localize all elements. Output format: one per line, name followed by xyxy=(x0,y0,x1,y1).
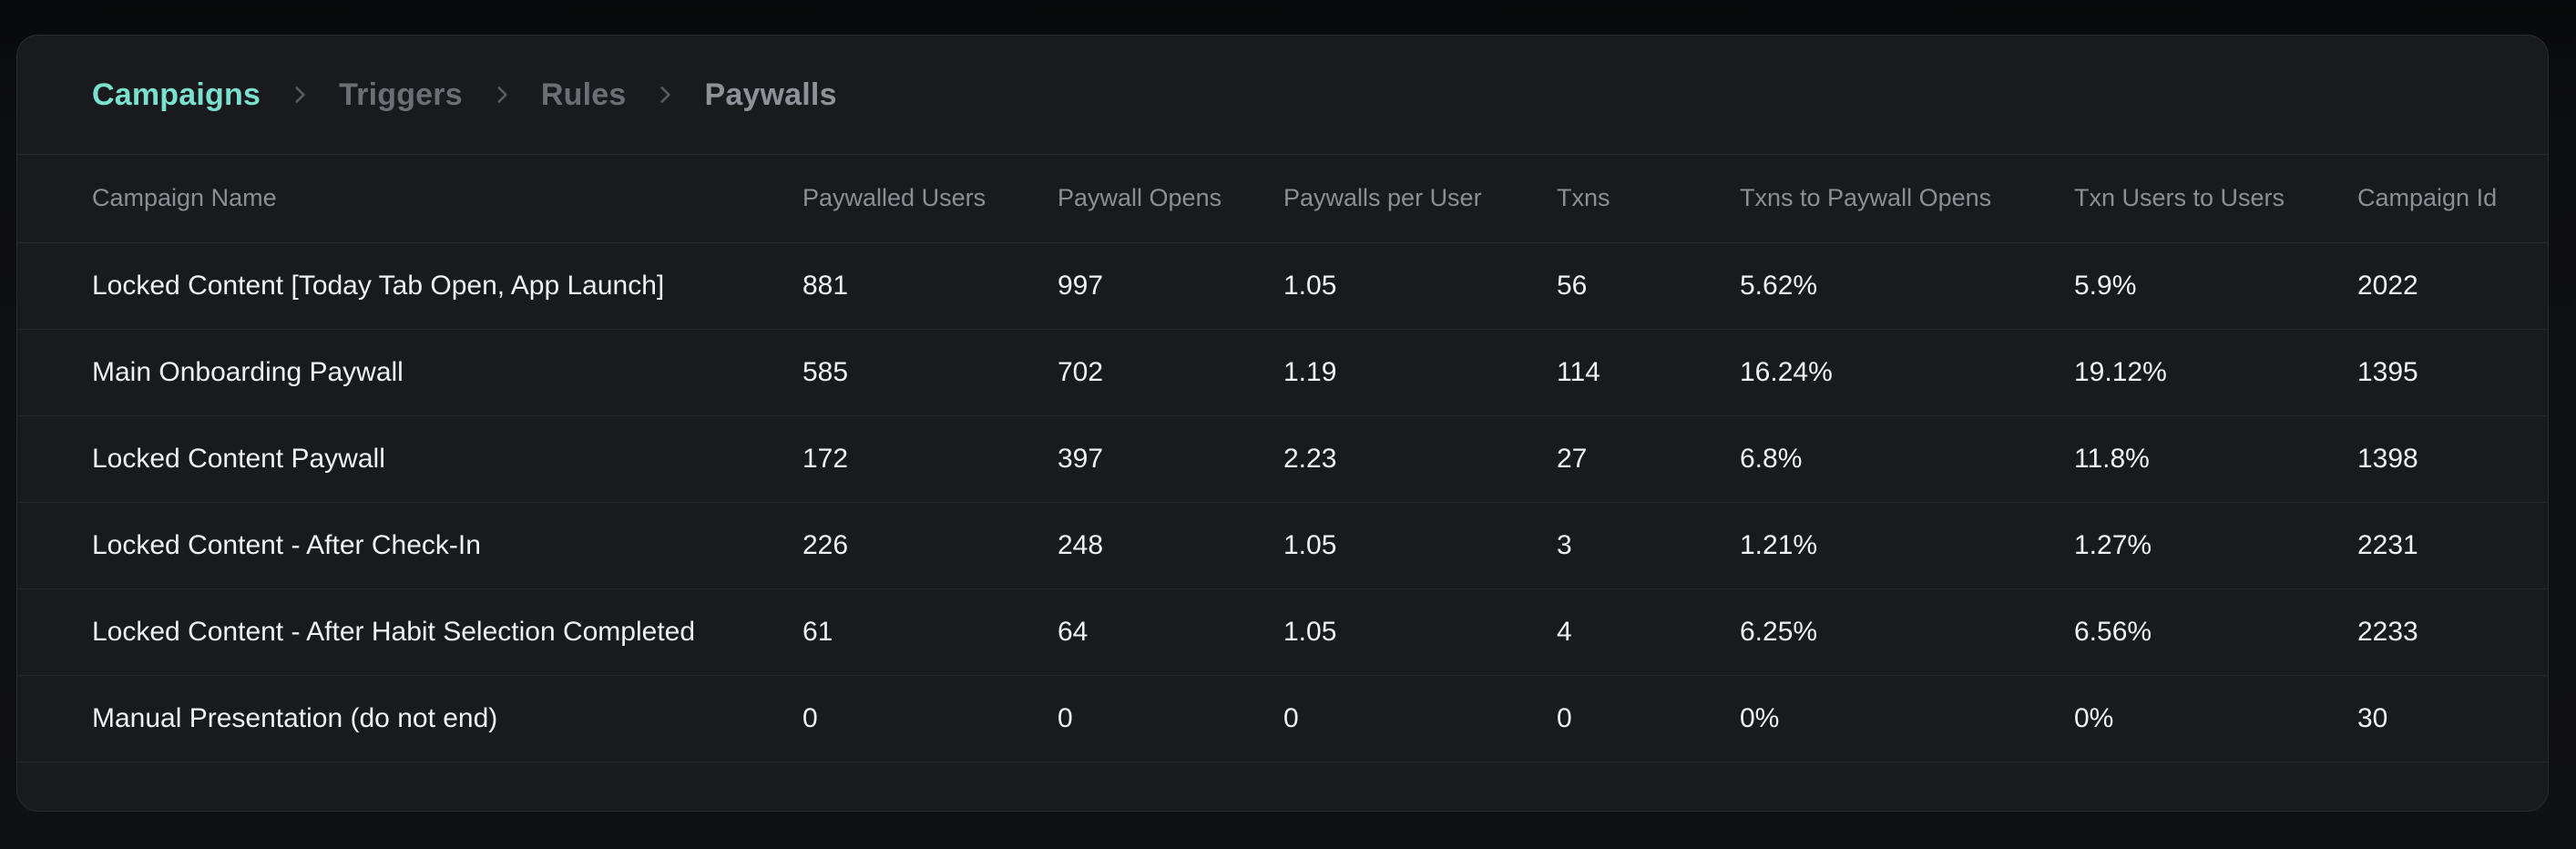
cell-paywalls-per-user: 1.05 xyxy=(1283,588,1557,676)
cell-campaign-id: 2231 xyxy=(2357,502,2548,589)
cell-paywall-opens: 64 xyxy=(1058,588,1283,676)
cell-txns: 56 xyxy=(1557,242,1740,330)
campaign-metrics-table: Campaign Name Paywalled Users Paywall Open… xyxy=(17,155,2548,762)
cell-txns: 114 xyxy=(1557,329,1740,416)
table-row[interactable]: Locked Content - After Habit Selection C… xyxy=(17,588,2548,676)
cell-campaign-id: 2233 xyxy=(2357,588,2548,676)
column-header-paywalls-per-user: Paywalls per User xyxy=(1283,155,1557,243)
column-header-txn-users-to-users: Txn Users to Users xyxy=(2074,155,2357,243)
cell-campaign-id: 2022 xyxy=(2357,242,2548,330)
cell-paywall-opens: 702 xyxy=(1058,329,1283,416)
cell-txns-to-paywall-opens: 1.21% xyxy=(1740,502,2074,589)
cell-txns: 4 xyxy=(1557,588,1740,676)
breadcrumb: Campaigns Triggers Rules Paywalls xyxy=(17,36,2548,155)
breadcrumb-item-paywalls[interactable]: Paywalls xyxy=(704,77,837,112)
column-header-paywall-opens: Paywall Opens xyxy=(1058,155,1283,243)
cell-paywalled-users: 226 xyxy=(802,502,1058,589)
cell-txn-users-to-users: 6.56% xyxy=(2074,588,2357,676)
cell-paywall-opens: 997 xyxy=(1058,242,1283,330)
table-header: Campaign Name Paywalled Users Paywall Open… xyxy=(17,155,2548,243)
table-row[interactable]: Main Onboarding Paywall 585 702 1.19 114 16.2… xyxy=(17,329,2548,416)
cell-txns: 27 xyxy=(1557,415,1740,503)
chevron-right-icon xyxy=(288,83,312,107)
table-row[interactable]: Locked Content [Today Tab Open, App Laun… xyxy=(17,242,2548,330)
chevron-right-icon xyxy=(653,83,677,107)
cell-campaign-name: Main Onboarding Paywall xyxy=(17,329,802,416)
cell-campaign-id: 1395 xyxy=(2357,329,2548,416)
cell-paywall-opens: 397 xyxy=(1058,415,1283,503)
cell-paywalled-users: 61 xyxy=(802,588,1058,676)
table-body: Locked Content [Today Tab Open, App Laun… xyxy=(17,242,2548,762)
column-header-paywalled-users: Paywalled Users xyxy=(802,155,1058,243)
cell-campaign-id: 1398 xyxy=(2357,415,2548,503)
cell-paywalled-users: 881 xyxy=(802,242,1058,330)
table-row[interactable]: Locked Content Paywall 172 397 2.23 27 6.8% 11… xyxy=(17,415,2548,503)
cell-txns-to-paywall-opens: 6.8% xyxy=(1740,415,2074,503)
cell-txns-to-paywall-opens: 6.25% xyxy=(1740,588,2074,676)
cell-paywalls-per-user: 1.05 xyxy=(1283,242,1557,330)
table-row[interactable]: Manual Presentation (do not end) 0 0 0 0 0% 0%… xyxy=(17,675,2548,762)
table-row[interactable]: Locked Content - After Check-In 226 248 1.0… xyxy=(17,502,2548,589)
cell-campaign-id: 30 xyxy=(2357,675,2548,762)
cell-campaign-name: Locked Content - After Check-In xyxy=(17,502,802,589)
cell-paywall-opens: 0 xyxy=(1058,675,1283,762)
cell-paywalls-per-user: 0 xyxy=(1283,675,1557,762)
cell-campaign-name: Manual Presentation (do not end) xyxy=(17,675,802,762)
cell-paywalled-users: 172 xyxy=(802,415,1058,503)
cell-txn-users-to-users: 5.9% xyxy=(2074,242,2357,330)
cell-txn-users-to-users: 19.12% xyxy=(2074,329,2357,416)
column-header-txns-to-paywall-opens: Txns to Paywall Opens xyxy=(1740,155,2074,243)
column-header-txns: Txns xyxy=(1557,155,1740,243)
breadcrumb-item-campaigns[interactable]: Campaigns xyxy=(92,77,261,112)
cell-txns-to-paywall-opens: 0% xyxy=(1740,675,2074,762)
table-header-row: Campaign Name Paywalled Users Paywall Open… xyxy=(17,155,2548,243)
cell-paywalls-per-user: 1.05 xyxy=(1283,502,1557,589)
chevron-right-icon xyxy=(490,83,514,107)
cell-paywalled-users: 0 xyxy=(802,675,1058,762)
cell-paywalls-per-user: 2.23 xyxy=(1283,415,1557,503)
cell-txns: 3 xyxy=(1557,502,1740,589)
cell-paywalls-per-user: 1.19 xyxy=(1283,329,1557,416)
cell-txns-to-paywall-opens: 16.24% xyxy=(1740,329,2074,416)
cell-campaign-name: Locked Content [Today Tab Open, App Laun… xyxy=(17,242,802,330)
cell-txn-users-to-users: 1.27% xyxy=(2074,502,2357,589)
cell-txn-users-to-users: 11.8% xyxy=(2074,415,2357,503)
cell-campaign-name: Locked Content - After Habit Selection C… xyxy=(17,588,802,676)
cell-paywalled-users: 585 xyxy=(802,329,1058,416)
cell-txn-users-to-users: 0% xyxy=(2074,675,2357,762)
cell-paywall-opens: 248 xyxy=(1058,502,1283,589)
breadcrumb-item-rules[interactable]: Rules xyxy=(540,77,627,112)
breadcrumb-item-triggers[interactable]: Triggers xyxy=(339,77,463,112)
column-header-campaign-id: Campaign Id xyxy=(2357,155,2548,243)
column-header-campaign-name: Campaign Name xyxy=(17,155,802,243)
cell-txns-to-paywall-opens: 5.62% xyxy=(1740,242,2074,330)
paywalls-report-panel: Campaigns Triggers Rules Paywalls Campaign … xyxy=(16,35,2549,812)
cell-txns: 0 xyxy=(1557,675,1740,762)
cell-campaign-name: Locked Content Paywall xyxy=(17,415,802,503)
